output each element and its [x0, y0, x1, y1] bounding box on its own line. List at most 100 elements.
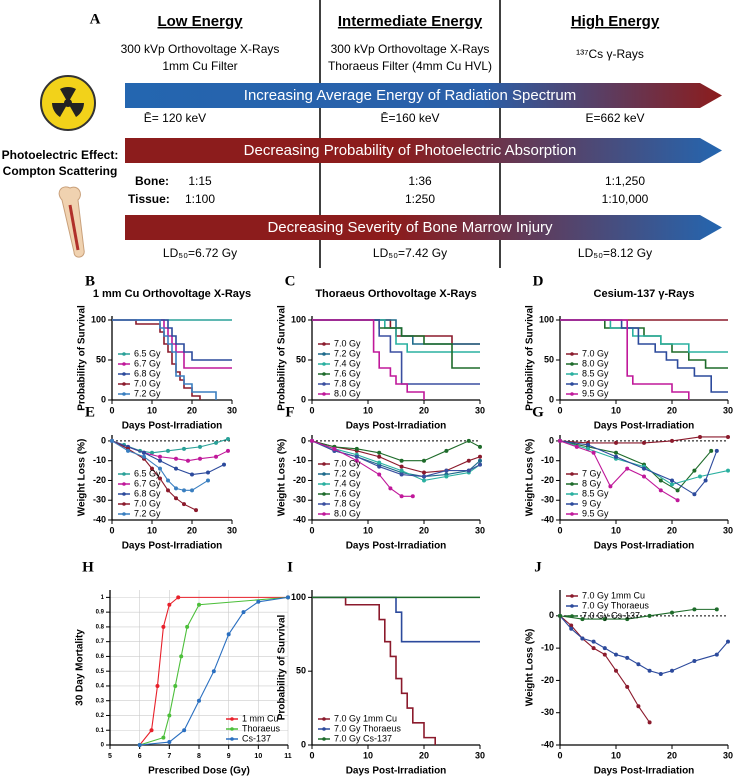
legend-marker	[570, 614, 574, 618]
legend-label: 9.5 Gy	[582, 388, 609, 398]
x-tick-label: 0	[557, 525, 562, 535]
series-line	[559, 440, 718, 496]
point	[174, 496, 178, 501]
point	[625, 684, 630, 689]
chart: C Thoraeus Orthovoltage X-Rays 0 50 100 0 10 20…	[277, 273, 485, 431]
point	[185, 624, 190, 629]
y-tick-label: 0	[101, 743, 105, 749]
point	[173, 683, 178, 688]
x-tick-label: 11	[284, 753, 292, 760]
legend-label: 7.8 Gy	[334, 498, 361, 508]
y-tick-label: -20	[541, 675, 554, 685]
series-line	[312, 319, 480, 385]
point	[226, 448, 230, 453]
point	[614, 440, 618, 445]
legend-marker	[322, 727, 326, 731]
arrow	[125, 215, 722, 240]
legend-label: 6.7 Gy	[134, 478, 161, 488]
legend-marker	[570, 482, 574, 486]
x-tick-label: 20	[187, 525, 197, 535]
x-tick-label: 9	[227, 753, 231, 760]
point	[714, 448, 719, 453]
point	[692, 607, 697, 612]
legend-marker	[230, 737, 234, 741]
legend-label: 7.0 Gy 1mm Cu	[582, 590, 645, 600]
panel-a: A Low Energy Intermediate Energy High En…	[2, 0, 722, 268]
x-tick-label: 10	[147, 525, 157, 535]
y-tick-label: 100	[539, 314, 554, 324]
arrow	[125, 83, 722, 108]
legend-marker	[322, 342, 326, 346]
ratio: 1:10,000	[602, 192, 649, 206]
chart: F -40 -30 -20 -10 0 0 10 20 30 Days Post-Irradiati…	[277, 404, 485, 551]
legend-marker	[322, 717, 326, 721]
point	[226, 436, 230, 441]
legend-label: 8.0 Gy	[334, 508, 361, 518]
legend-label: 8.5 Gy	[582, 488, 609, 498]
y-tick-label: -10	[541, 643, 554, 653]
x-axis-label: Days Post-Irradiation	[122, 421, 223, 432]
point	[354, 458, 359, 463]
arrow-label: Decreasing Probability of Photoelectric …	[244, 142, 577, 159]
x-tick-label: 0	[309, 405, 314, 415]
legend-label: 6.5 Gy	[134, 348, 161, 358]
legend-marker	[322, 472, 326, 476]
point	[332, 446, 337, 451]
point	[726, 434, 730, 439]
point	[478, 444, 482, 449]
point	[186, 458, 190, 463]
point	[198, 444, 202, 449]
point	[174, 456, 178, 461]
x-tick-label: 8	[197, 753, 201, 760]
y-tick-label: -10	[293, 455, 306, 465]
y-tick-label: 0.8	[96, 624, 105, 630]
series-line	[560, 319, 728, 353]
source: 1mm Cu Filter	[162, 59, 237, 73]
legend-label: 8.5 Gy	[582, 368, 609, 378]
point	[206, 470, 210, 475]
legend-marker	[570, 604, 574, 608]
point	[190, 488, 194, 493]
legend-marker	[322, 392, 326, 396]
point	[286, 595, 290, 600]
x-tick-label: 10	[254, 753, 262, 760]
panel-label: I	[287, 559, 293, 575]
legend-marker	[322, 352, 326, 356]
point	[182, 502, 186, 507]
point	[399, 458, 404, 463]
point	[642, 440, 646, 445]
x-tick-label: 20	[419, 525, 429, 535]
series-line	[312, 319, 425, 400]
series-line	[112, 319, 232, 369]
y-tick-label: -30	[93, 495, 106, 505]
panel-label: G	[532, 404, 544, 420]
panel-label: B	[85, 273, 95, 289]
ratio-title: Photoelectric Effect:	[2, 148, 119, 162]
series-line	[560, 319, 728, 393]
legend-label: 7.0 Gy	[334, 338, 361, 348]
legend-label: 7.0 Gy Thoraeus	[582, 600, 649, 610]
point	[444, 474, 449, 479]
point	[167, 602, 172, 607]
chart: D Cesium-137 γ-Rays 0 50 100 0 10 20 30 Days Post…	[525, 273, 733, 431]
legend-label: 7 Gy	[582, 468, 602, 478]
series-line	[112, 319, 217, 400]
point	[591, 450, 596, 455]
point	[625, 617, 630, 622]
legend-marker	[122, 512, 126, 516]
y-tick-label: 0	[549, 435, 554, 445]
legend-marker	[122, 362, 126, 366]
point	[377, 472, 382, 477]
radiation-icon	[40, 75, 96, 131]
point	[354, 454, 359, 459]
x-axis-label: Prescribed Dose (Gy)	[148, 766, 250, 777]
x-tick-label: 20	[667, 750, 677, 760]
point	[574, 444, 579, 449]
chart: J -40 -30 -20 -10 0 0 10 20 30 Days Post-Irradiati…	[525, 559, 733, 776]
x-axis-label: Days Post-Irradiation	[122, 541, 223, 552]
point	[586, 442, 590, 447]
y-axis-label: Probability of Survival	[77, 305, 88, 411]
x-tick-label: 0	[309, 750, 314, 760]
point	[670, 668, 674, 673]
ratio: 1:250	[405, 192, 435, 206]
